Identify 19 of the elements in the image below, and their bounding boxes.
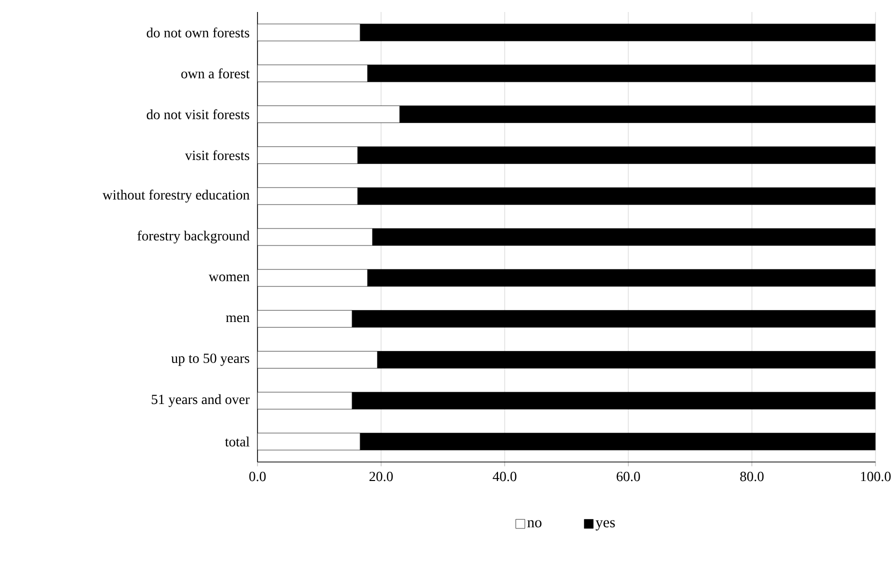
y-tick-label: women: [208, 274, 250, 282]
y-tick-label: men: [226, 315, 250, 322]
x-tick-label: 100.0: [861, 472, 891, 482]
y-tick-label: do not own forests: [146, 27, 250, 38]
y-tick-label: 51 years and over: [152, 394, 250, 407]
x-tick-label: 80.0: [740, 472, 764, 482]
y-tick-label: do not visit forests: [146, 109, 250, 120]
y-tick-label: visit forests: [185, 150, 250, 160]
legend-label: no: [527, 520, 542, 528]
legend-label: yes: [596, 520, 615, 530]
y-tick-label: up to 50 years: [171, 354, 250, 366]
y-tick-label: without forestry education: [102, 190, 250, 203]
x-tick-label: 20.0: [370, 472, 393, 482]
x-tick-label: 0.0: [249, 472, 266, 482]
x-tick-label: 60.0: [616, 472, 640, 482]
y-tick-label: forestry background: [137, 230, 250, 244]
x-tick-label: 40.0: [492, 472, 516, 482]
y-tick-label: total: [225, 436, 250, 446]
y-tick-label: own a forest: [181, 68, 250, 78]
